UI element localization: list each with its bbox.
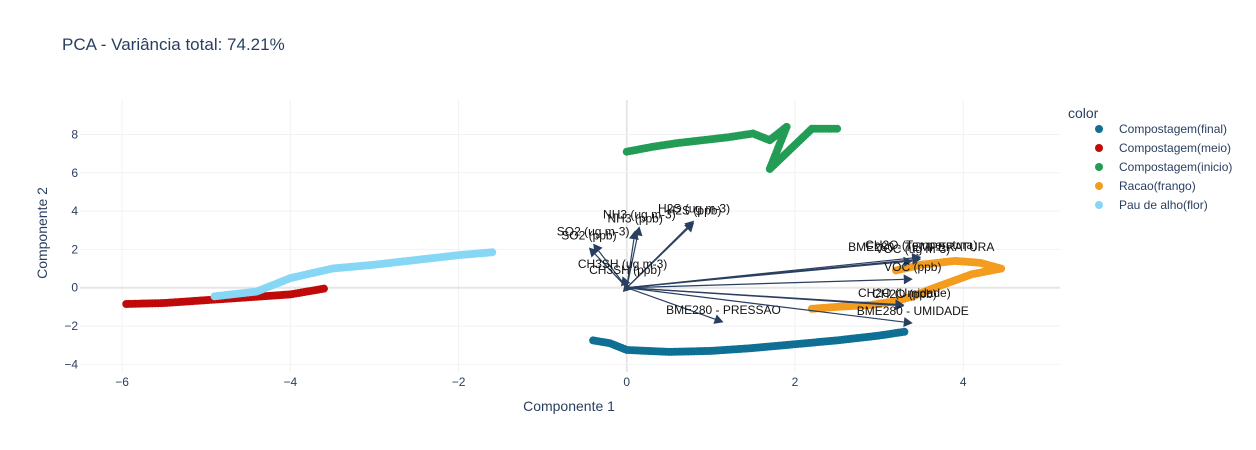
y-axis-title: Componente 2 (34, 187, 50, 279)
y-tick-label: 8 (71, 127, 78, 141)
legend-marker (1095, 144, 1103, 152)
arrowhead (903, 274, 913, 285)
legend-title: color (1068, 105, 1099, 121)
loading-label: NH3 (ppb) (608, 211, 663, 225)
series-compostagem-final- (589, 327, 909, 356)
loading-line (626, 287, 716, 320)
loading-arrow: BME280 - PRESSAO (626, 287, 781, 324)
loading-arrow: SO2 (ppb) (561, 228, 628, 289)
loading-label: VOC (ug m-3) (875, 242, 950, 256)
legend-label: Compostagem(meio) (1119, 141, 1231, 155)
loading-label: BME280 - UMIDADE (857, 304, 969, 318)
loading-line (626, 239, 635, 288)
loading-line (626, 228, 689, 289)
arrowhead (903, 256, 913, 267)
loading-label: CH2O (ppb) (872, 287, 937, 301)
loading-arrow: NH3 (ppb) (608, 211, 663, 288)
legend-label: Pau de alho(flor) (1119, 198, 1208, 212)
legend-marker (1095, 125, 1103, 133)
data-point (891, 266, 900, 275)
arrowhead (588, 247, 599, 258)
x-tick-label: −4 (283, 375, 297, 389)
loading-line (626, 287, 896, 306)
loading-label: BME280 - PRESSAO (666, 303, 781, 317)
loading-arrow: H2S (ppb) (626, 204, 722, 289)
data-point (319, 284, 328, 293)
legend-label: Compostagem(inicio) (1119, 160, 1232, 174)
loading-arrow: VOC (ug m-3) (626, 242, 950, 289)
legend: color Compostagem(final) Compostagem(meio… (1068, 105, 1232, 212)
loading-label: H2S (ug m-3) (658, 202, 730, 216)
x-tick-label: 0 (623, 375, 630, 389)
loading-line (594, 253, 628, 289)
x-tick-label: −2 (452, 375, 466, 389)
loading-label: SO2 (ppb) (561, 228, 616, 242)
arrowhead (903, 317, 913, 328)
arrowhead (620, 276, 631, 287)
legend-label: Racao(frango) (1119, 179, 1196, 193)
y-tick-label: 6 (71, 166, 78, 180)
data-point (833, 124, 842, 133)
x-axis-title: Componente 1 (523, 398, 615, 414)
x-tick-label: −6 (115, 375, 129, 389)
loading-label: CH3SH (ug m-3) (578, 257, 667, 271)
data-point (488, 248, 497, 257)
loading-label: SO2 (ug m-3) (557, 225, 630, 239)
legend-marker (1095, 182, 1103, 190)
loading-label: H2S (ppb) (667, 204, 722, 218)
x-tick-label: 2 (792, 375, 799, 389)
y-tick-label: 0 (71, 281, 78, 295)
data-point (900, 327, 909, 336)
x-tick-label: 4 (960, 375, 967, 389)
loading-line (626, 261, 904, 289)
arrowhead (713, 314, 724, 324)
plot-series (122, 122, 1006, 356)
loading-arrows: NH3 (ug m-3)H2S (ug m-3)NH3 (ppb) H2S (pp… (557, 202, 994, 328)
legend-label: Compostagem(final) (1119, 122, 1227, 136)
loading-arrow: BME280 - UMIDADE (626, 287, 969, 328)
arrowhead (628, 230, 639, 240)
y-tick-label: −2 (64, 319, 78, 333)
grid (80, 100, 1060, 372)
loading-arrow: VOC (ppb) (626, 260, 941, 289)
series-compostagem-inicio- (622, 122, 842, 173)
loading-label: CH2O (Umidade) (858, 286, 951, 300)
y-tick-label: 4 (71, 204, 78, 218)
arrowhead (684, 222, 695, 233)
y-tick-label: −4 (64, 357, 78, 371)
loading-label: CH3SH (ppb) (589, 263, 661, 277)
loading-label: VOC (ppb) (884, 260, 941, 274)
legend-marker (1095, 201, 1103, 209)
arrowhead (895, 300, 905, 311)
loading-line (626, 278, 904, 289)
loading-label: BME280 - TEMPERATURA (848, 240, 994, 254)
loading-label: CH2O (Temperatura) (865, 238, 977, 252)
loading-line (626, 287, 904, 323)
y-tick-label: 2 (71, 242, 78, 256)
chart-title: PCA - Variância total: 74.21% (62, 35, 285, 54)
arrowhead (911, 254, 922, 265)
series-pau-de-alho-flor- (210, 248, 497, 301)
axis-ticks: −6 −4 −2 0 2 4 −4 −2 0 2 4 6 8 (64, 127, 967, 389)
legend-marker (1095, 163, 1103, 171)
loading-arrow: CH2O (ppb) (626, 287, 937, 311)
loading-label: NH3 (ug m-3) (603, 207, 676, 221)
